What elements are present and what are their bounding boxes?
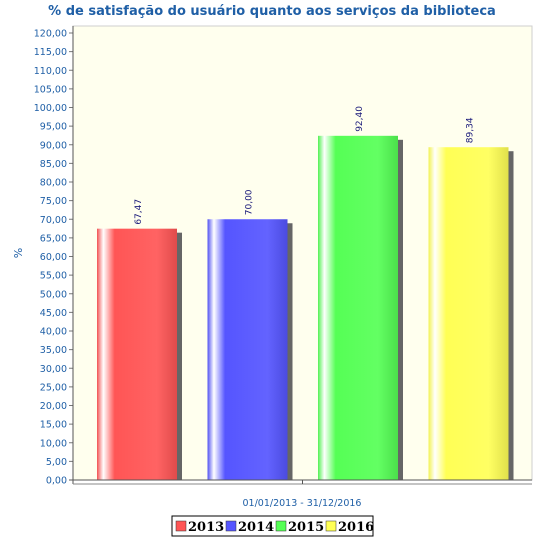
y-tick-label: 90,00 [40, 140, 67, 151]
data-label-2015: 92,40 [355, 106, 365, 132]
bars: 67,47 70,00 92,40 89,34 [97, 106, 514, 480]
legend-box [171, 515, 374, 537]
y-tick-label: 85,00 [40, 159, 67, 170]
y-tick-label: 110,00 [34, 66, 67, 77]
y-tick-label: 50,00 [40, 289, 67, 300]
y-tick-label: 5,00 [46, 457, 67, 468]
legend-swatch-2014 [225, 520, 237, 532]
y-tick-label: 40,00 [40, 327, 67, 338]
legend-swatch-2015 [275, 520, 287, 532]
chart-title: % de satisfação do usuário quanto aos se… [48, 4, 496, 19]
y-axis: 0,00 5,00 10,00 15,00 20,00 25,00 30,00 35,00 40… [34, 29, 73, 487]
y-tick-label: 35,00 [40, 345, 67, 356]
y-tick-label: 55,00 [40, 271, 67, 282]
y-tick-label: 65,00 [40, 233, 67, 244]
y-tick-label: 45,00 [40, 308, 67, 319]
legend: 2013 2014 2015 2016 [171, 515, 374, 537]
y-tick-label: 60,00 [40, 252, 67, 263]
bar-2015 [318, 135, 398, 480]
legend-swatch-2016 [325, 520, 337, 532]
y-tick-label: 120,00 [34, 29, 67, 40]
y-tick-label: 15,00 [40, 420, 67, 431]
y-tick-label: 25,00 [40, 382, 67, 393]
legend-label-2015: 2015 [288, 520, 324, 535]
data-label-2014: 70,00 [245, 189, 255, 215]
legend-label-2014: 2014 [238, 520, 274, 535]
y-tick-label: 95,00 [40, 122, 67, 133]
y-tick-label: 10,00 [40, 438, 67, 449]
bar-2014 [207, 219, 288, 480]
data-label-2013: 67,47 [134, 199, 144, 225]
y-tick-label: 75,00 [40, 196, 67, 207]
bar-2016 [428, 147, 509, 480]
legend-label-2016: 2016 [338, 520, 374, 535]
bar-2013 [97, 228, 177, 480]
y-tick-label: 100,00 [34, 103, 67, 114]
y-axis-label: % [12, 248, 25, 258]
y-tick-label: 70,00 [40, 215, 67, 226]
y-tick-label: 20,00 [40, 401, 67, 412]
legend-swatch-2013 [175, 520, 187, 532]
x-axis-label: 01/01/2013 - 31/12/2016 [243, 498, 362, 509]
y-tick-label: 0,00 [46, 476, 67, 487]
y-tick-label: 105,00 [34, 84, 67, 95]
axes [69, 26, 532, 485]
data-label-2016: 89,34 [466, 117, 476, 143]
y-tick-label: 80,00 [40, 178, 67, 189]
y-tick-label: 115,00 [34, 47, 67, 58]
legend-label-2013: 2013 [188, 520, 224, 535]
y-tick-label: 30,00 [40, 364, 67, 375]
